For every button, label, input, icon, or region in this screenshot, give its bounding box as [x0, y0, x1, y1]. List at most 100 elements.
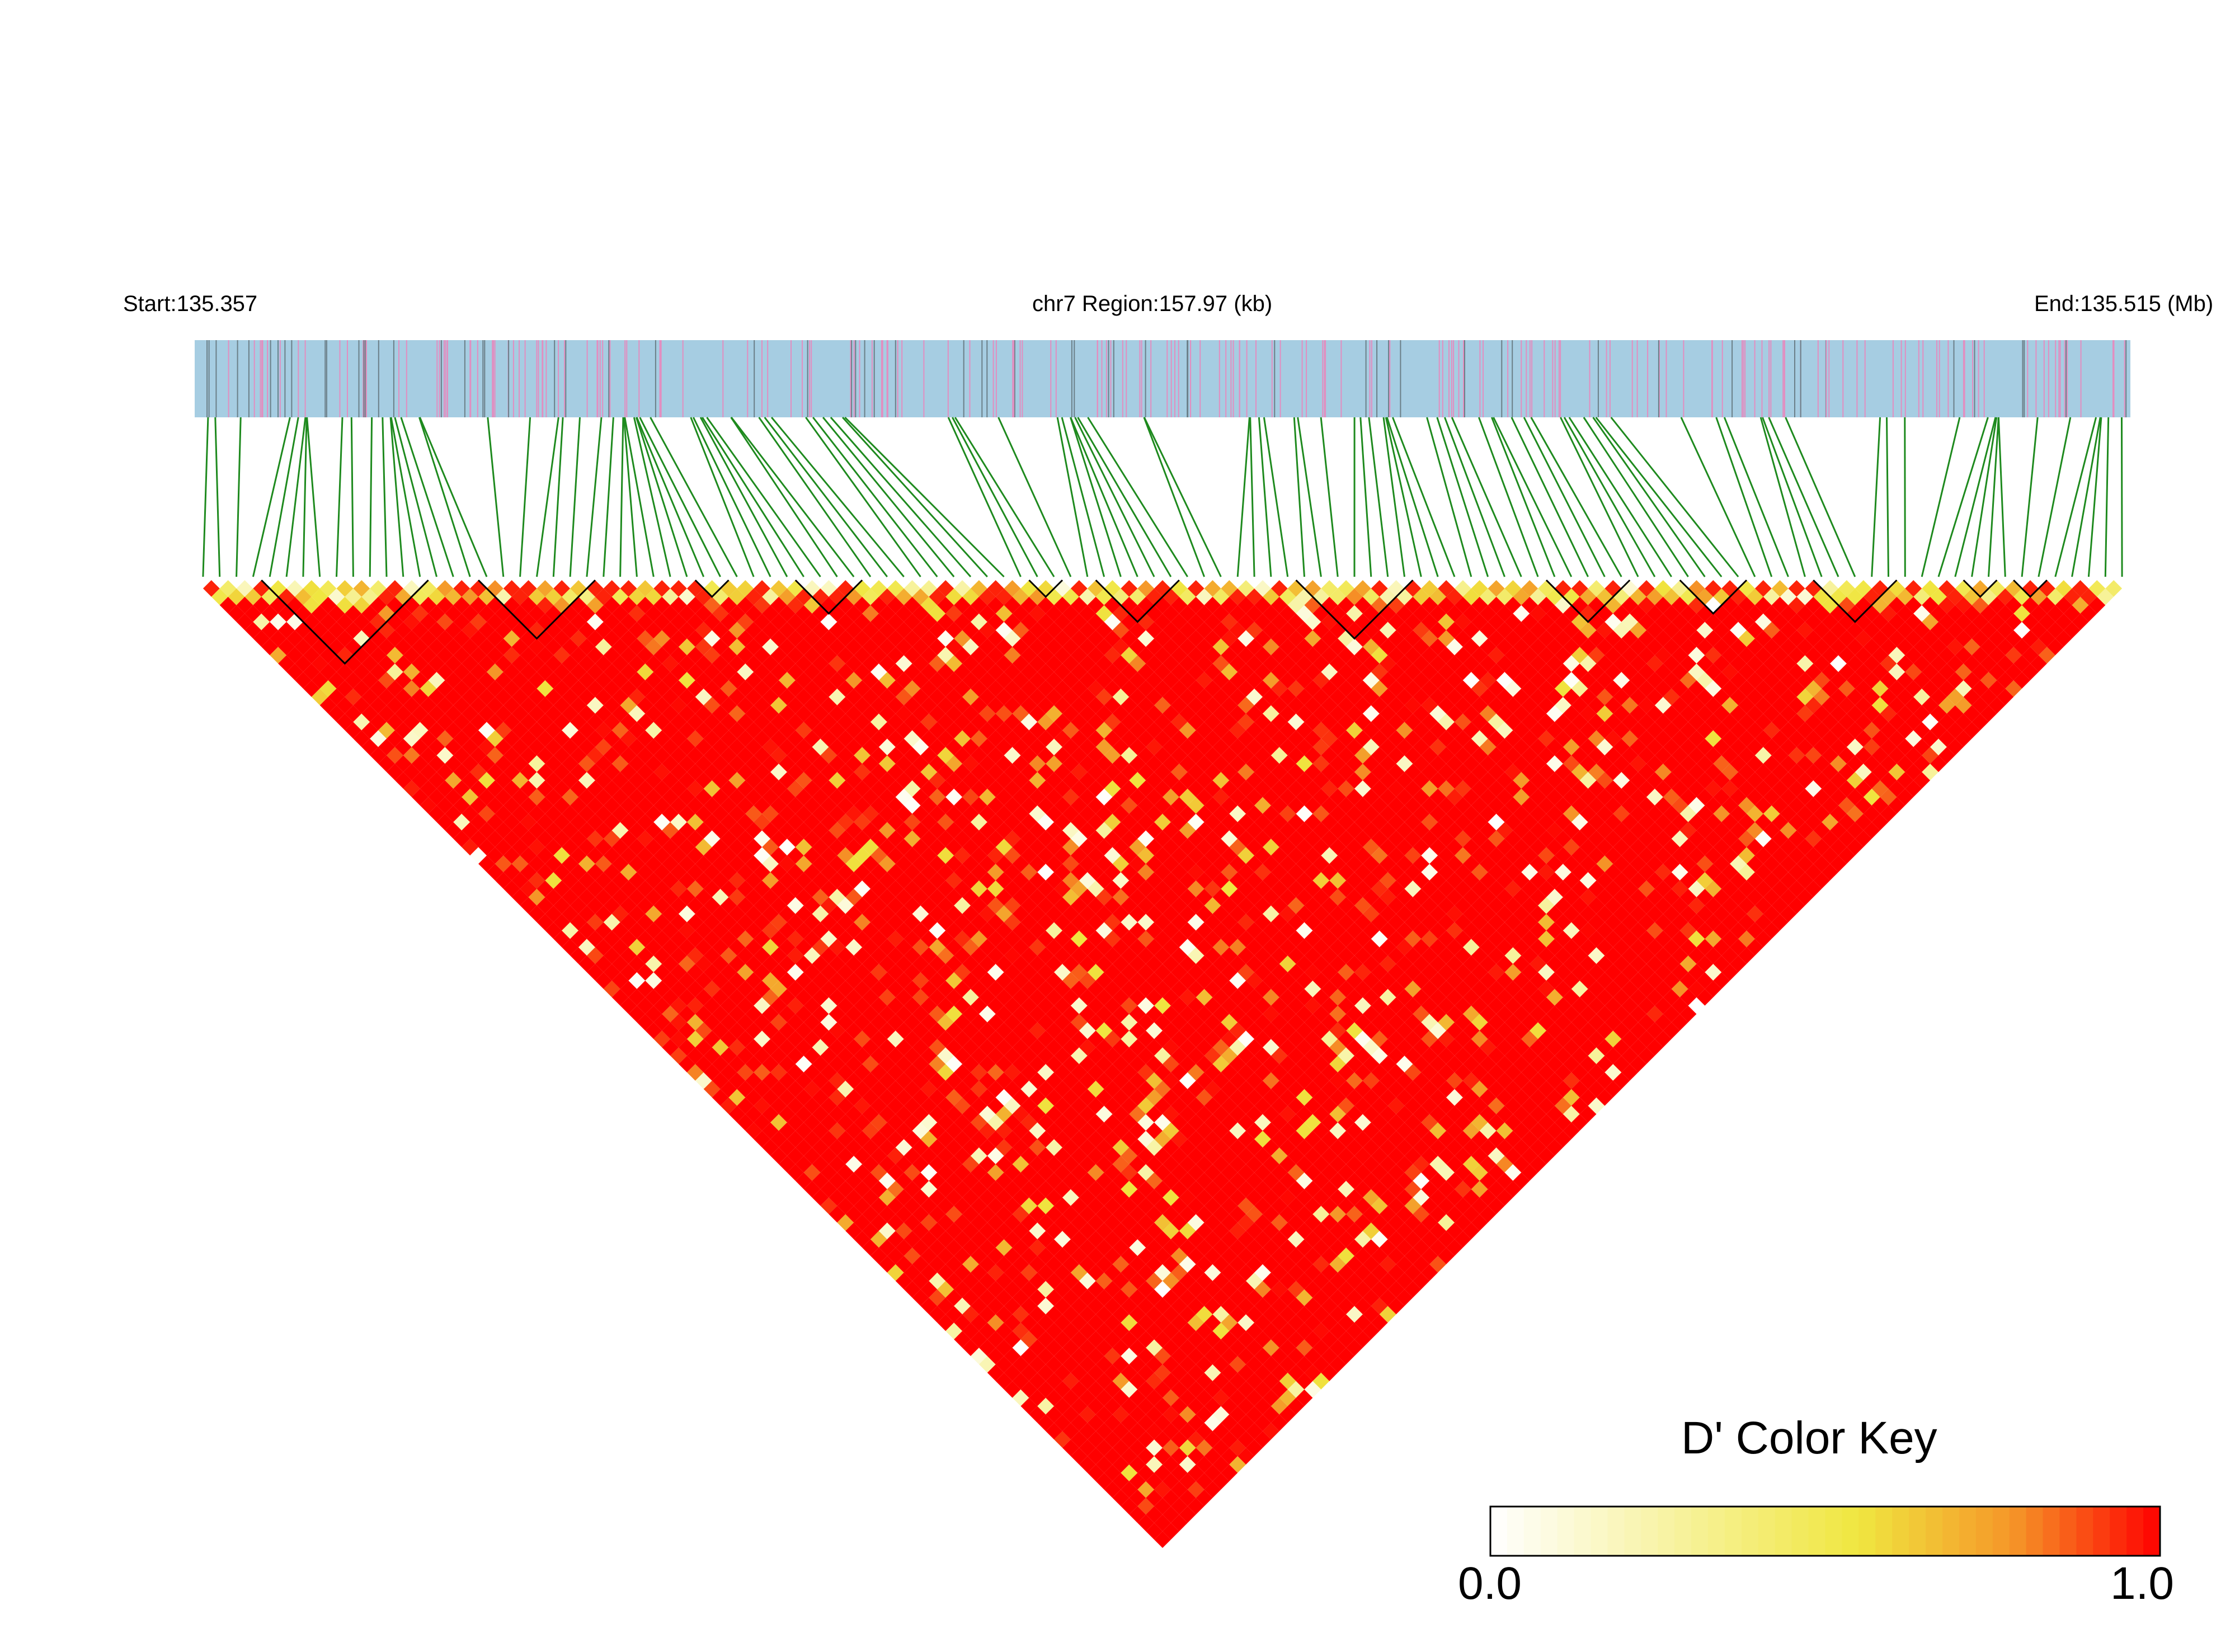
ld-cell [854, 930, 871, 948]
ld-cell [1104, 964, 1121, 981]
ld-cell [503, 780, 520, 797]
ld-cell [528, 705, 545, 722]
ld-cell [878, 1005, 896, 1023]
ld-cell [1070, 847, 1088, 864]
ld-cell [695, 888, 712, 906]
ld-cell [995, 839, 1013, 856]
ld-cell [945, 839, 963, 856]
ld-cell [937, 1131, 954, 1148]
ld-cell [762, 705, 779, 722]
ld-cell [1179, 1423, 1196, 1440]
ld-cell [378, 655, 395, 672]
ld-cell [1087, 1264, 1104, 1281]
ld-cell [1279, 972, 1296, 989]
ld-cell [754, 880, 771, 897]
ld-cell [586, 864, 604, 881]
ld-cell [586, 647, 604, 664]
ld-cell [912, 956, 929, 972]
ld-cell [745, 688, 763, 705]
ld-cell [1170, 864, 1188, 881]
ld-cell [962, 956, 979, 972]
ld-cell [995, 822, 1013, 839]
ld-cell [871, 1014, 887, 1031]
ld-cell [1029, 1105, 1046, 1123]
ld-cell [1012, 1256, 1029, 1273]
ld-cell [1087, 1464, 1104, 1481]
ld-cell [1263, 1289, 1279, 1306]
ld-cell [795, 888, 812, 906]
ld-cell [995, 1139, 1013, 1156]
ld-cell [578, 638, 595, 656]
ld-cell [787, 997, 804, 1014]
ld-cell [754, 897, 771, 914]
snp-connector [758, 417, 872, 577]
ld-cell [1079, 772, 1096, 789]
ld-cell [854, 947, 871, 964]
ld-cell [1304, 1348, 1321, 1364]
ld-cell [728, 588, 746, 605]
ld-cell [520, 613, 537, 630]
snp-connector [1293, 417, 1305, 577]
ld-cell [1163, 888, 1179, 906]
ld-cell [1087, 1047, 1104, 1064]
ld-cell [745, 1122, 763, 1140]
ld-cell [1163, 939, 1179, 956]
ld-cell [1020, 780, 1038, 797]
ld-cell [628, 822, 646, 839]
ld-cell [737, 713, 754, 731]
ld-cell [829, 1022, 846, 1039]
ld-cell [1329, 1005, 1347, 1023]
ld-cell [1287, 1047, 1305, 1064]
ld-cell [829, 622, 846, 639]
ld-cell [812, 956, 829, 972]
ld-cell [420, 580, 437, 597]
ld-cell [1238, 997, 1255, 1014]
ld-cell [1246, 1089, 1263, 1106]
ld-cell [1379, 1172, 1396, 1189]
ld-cell [1112, 1472, 1130, 1490]
ld-cell [1087, 1297, 1104, 1315]
ld-cell [845, 1139, 863, 1156]
ld-cell [1187, 1297, 1204, 1315]
ld-cell [1371, 1314, 1388, 1331]
ld-cell [912, 605, 929, 622]
ld-cell [1455, 1164, 1471, 1181]
ld-cell [1029, 839, 1046, 856]
ld-cell [737, 1030, 754, 1048]
ld-cell [1163, 1189, 1179, 1206]
ld-cell [787, 1147, 804, 1164]
ld-cell [971, 1248, 987, 1264]
ld-cell [1087, 1214, 1104, 1231]
ld-cell [987, 1197, 1004, 1215]
ld-cell [920, 647, 938, 664]
ld-cell [1304, 1248, 1321, 1264]
ld-cell [837, 580, 854, 597]
ld-cell [695, 922, 712, 939]
ld-cell [987, 1147, 1004, 1164]
ld-cell [495, 655, 512, 672]
ld-cell [1229, 1439, 1246, 1456]
snp-connector [623, 417, 638, 577]
ld-cell [820, 964, 837, 981]
ld-cell [662, 638, 679, 656]
ld-cell [895, 805, 912, 822]
ld-cell [462, 755, 479, 772]
ld-cell [570, 914, 587, 931]
ld-cell [336, 630, 354, 647]
snp-connector [730, 417, 838, 577]
ld-cell [1229, 1289, 1246, 1306]
ld-cell [962, 672, 979, 689]
ld-cell [436, 613, 454, 630]
ld-cell [462, 688, 479, 705]
ld-cell [845, 939, 863, 956]
ld-cell [445, 822, 462, 839]
ld-cell [1271, 1147, 1288, 1164]
ld-cell [1204, 1097, 1221, 1114]
ld-cell [945, 1322, 963, 1340]
ld-cell [1112, 1122, 1130, 1140]
ld-cell [770, 964, 787, 981]
ld-cell [1212, 1056, 1230, 1072]
snp-connector [2021, 417, 2039, 577]
snp-connector [1988, 417, 1999, 577]
ld-cell [712, 905, 729, 923]
